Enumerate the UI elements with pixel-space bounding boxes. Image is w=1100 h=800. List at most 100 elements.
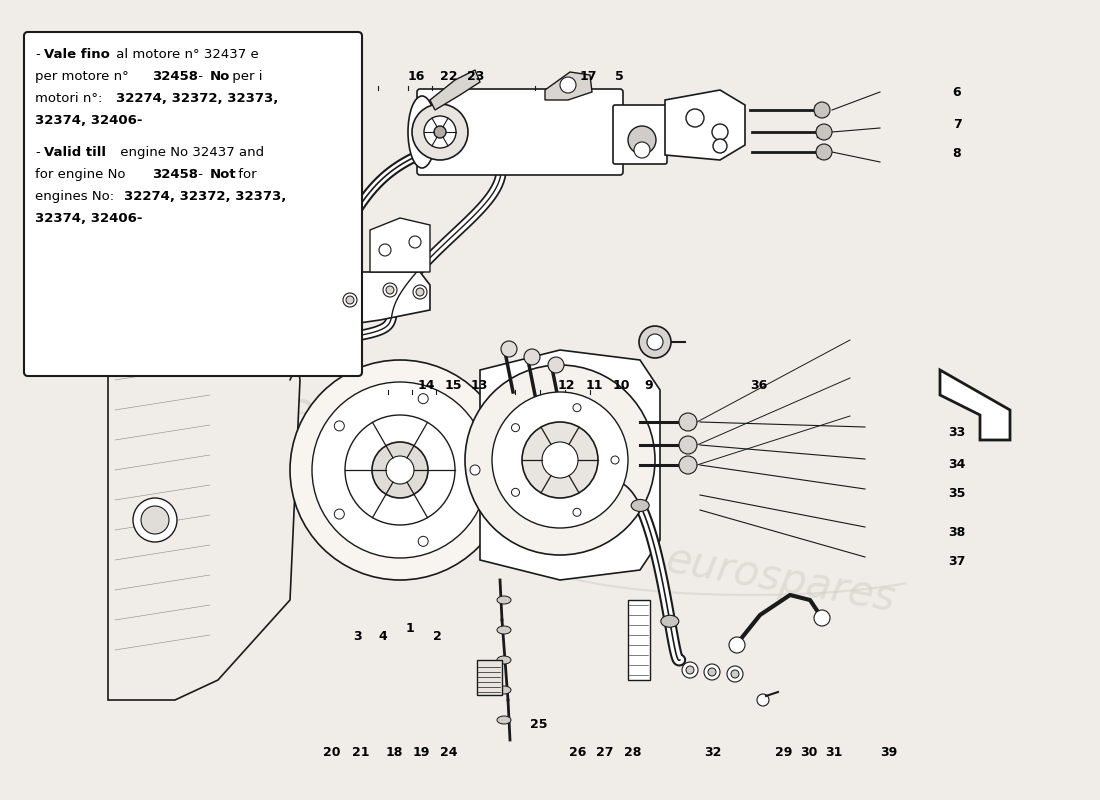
- Text: motori n°:: motori n°:: [35, 92, 107, 105]
- Ellipse shape: [631, 499, 649, 511]
- Text: 23: 23: [466, 70, 484, 82]
- Text: 32458: 32458: [152, 70, 198, 83]
- Circle shape: [386, 286, 394, 294]
- Text: 12: 12: [558, 379, 575, 392]
- Text: No: No: [210, 70, 230, 83]
- Text: eurospares: eurospares: [662, 539, 898, 621]
- Circle shape: [290, 360, 510, 580]
- Circle shape: [470, 465, 480, 475]
- Circle shape: [686, 666, 694, 674]
- Text: 11: 11: [585, 379, 603, 392]
- Circle shape: [492, 392, 628, 528]
- Circle shape: [386, 456, 414, 484]
- Text: 15: 15: [444, 379, 462, 392]
- Text: 13: 13: [471, 379, 488, 392]
- Text: 26: 26: [569, 746, 586, 758]
- Circle shape: [412, 285, 427, 299]
- Circle shape: [346, 296, 354, 304]
- Circle shape: [434, 126, 446, 138]
- Circle shape: [679, 436, 697, 454]
- Text: for engine No: for engine No: [35, 168, 130, 181]
- Circle shape: [814, 610, 830, 626]
- FancyBboxPatch shape: [613, 105, 667, 164]
- Text: for: for: [234, 168, 256, 181]
- Text: 10: 10: [613, 379, 630, 392]
- Text: 14: 14: [418, 379, 436, 392]
- Text: 24: 24: [440, 746, 458, 758]
- Text: 5: 5: [615, 70, 624, 82]
- Circle shape: [383, 283, 397, 297]
- Circle shape: [634, 142, 650, 158]
- Text: 32274, 32372, 32373,: 32274, 32372, 32373,: [124, 190, 286, 203]
- Text: 31: 31: [825, 746, 843, 758]
- Ellipse shape: [497, 656, 512, 664]
- Circle shape: [732, 670, 739, 678]
- Circle shape: [343, 293, 358, 307]
- Text: 2: 2: [433, 630, 442, 642]
- Text: 25: 25: [530, 718, 548, 730]
- Text: 19: 19: [412, 746, 430, 758]
- Text: 27: 27: [596, 746, 614, 758]
- Text: 4: 4: [378, 630, 387, 642]
- Circle shape: [512, 488, 519, 496]
- Text: engine No 32437 and: engine No 32437 and: [116, 146, 264, 159]
- Text: 34: 34: [948, 458, 966, 470]
- Text: engines No:: engines No:: [35, 190, 119, 203]
- Ellipse shape: [497, 716, 512, 724]
- Circle shape: [712, 124, 728, 140]
- Circle shape: [524, 349, 540, 365]
- Circle shape: [542, 442, 578, 478]
- Text: Vale fino: Vale fino: [44, 48, 110, 61]
- Circle shape: [409, 236, 421, 248]
- Text: -: -: [194, 168, 207, 181]
- Text: 32274, 32372, 32373,: 32274, 32372, 32373,: [116, 92, 278, 105]
- Text: 32: 32: [704, 746, 722, 758]
- Circle shape: [704, 664, 720, 680]
- Text: 8: 8: [953, 147, 961, 160]
- Circle shape: [372, 442, 428, 498]
- Polygon shape: [108, 232, 300, 700]
- Text: -: -: [35, 146, 40, 159]
- Polygon shape: [430, 70, 480, 110]
- Text: Valid till: Valid till: [44, 146, 106, 159]
- Circle shape: [647, 334, 663, 350]
- Ellipse shape: [408, 96, 436, 168]
- Polygon shape: [300, 272, 430, 330]
- Text: 38: 38: [948, 526, 966, 538]
- Circle shape: [500, 341, 517, 357]
- Text: 37: 37: [948, 555, 966, 568]
- Text: Not: Not: [210, 168, 236, 181]
- Text: al motore n° 32437 e: al motore n° 32437 e: [112, 48, 258, 61]
- FancyBboxPatch shape: [24, 32, 362, 376]
- Circle shape: [548, 357, 564, 373]
- Polygon shape: [370, 218, 430, 272]
- Circle shape: [628, 126, 656, 154]
- Ellipse shape: [497, 626, 512, 634]
- Text: 36: 36: [750, 379, 768, 392]
- Bar: [628, 600, 650, 680]
- Text: 35: 35: [948, 487, 966, 500]
- Bar: [477, 660, 502, 695]
- Text: 21: 21: [352, 746, 370, 758]
- Text: 7: 7: [953, 118, 961, 130]
- Circle shape: [573, 404, 581, 412]
- Circle shape: [682, 662, 698, 678]
- Text: 32458: 32458: [152, 168, 198, 181]
- Circle shape: [418, 394, 428, 404]
- Circle shape: [379, 244, 390, 256]
- Ellipse shape: [497, 686, 512, 694]
- Polygon shape: [544, 72, 592, 100]
- Text: per motore n°: per motore n°: [35, 70, 133, 83]
- Text: 29: 29: [774, 746, 792, 758]
- Circle shape: [512, 424, 519, 432]
- Circle shape: [312, 382, 488, 558]
- Circle shape: [727, 666, 742, 682]
- Circle shape: [412, 104, 468, 160]
- Text: 9: 9: [645, 379, 653, 392]
- Text: 32374, 32406-: 32374, 32406-: [35, 212, 143, 225]
- Text: 18: 18: [385, 746, 403, 758]
- Circle shape: [679, 456, 697, 474]
- Circle shape: [133, 498, 177, 542]
- Text: 20: 20: [323, 746, 341, 758]
- Text: 17: 17: [580, 70, 597, 82]
